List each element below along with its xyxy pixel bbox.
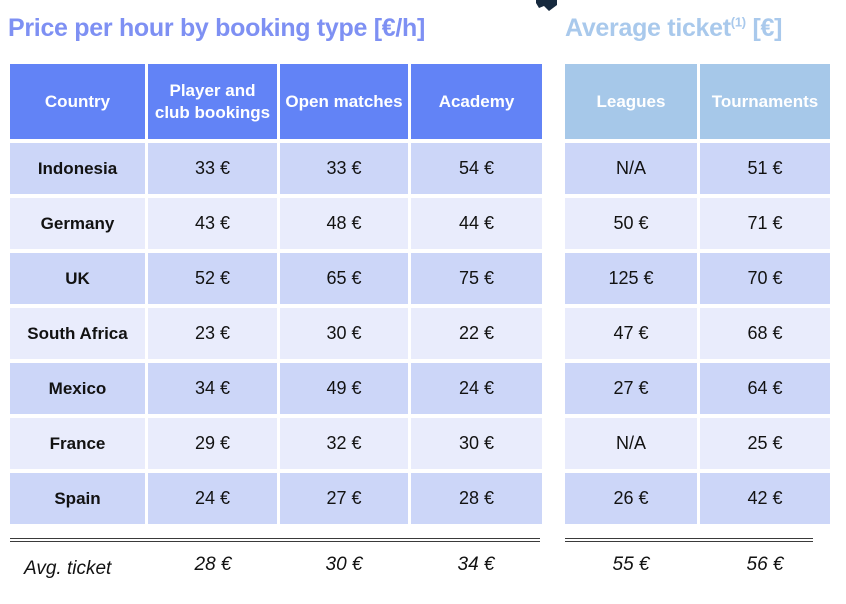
value-cell: 25 € [700,418,830,469]
row-label: France [10,418,145,469]
value-cell: 28 € [411,473,542,524]
row-label: South Africa [10,308,145,359]
value-cell: 52 € [148,253,277,304]
value-cell: 47 € [565,308,697,359]
value-cell: 24 € [148,473,277,524]
value-cell: 27 € [280,473,408,524]
avg-ticket-label: Avg. ticket [24,558,112,579]
right-title-footnote: (1) [730,14,746,30]
row-label: UK [10,253,145,304]
value-cell: 30 € [411,418,542,469]
value-cell: 30 € [280,308,408,359]
row-label: Mexico [10,363,145,414]
column-header-academy: Academy [411,64,542,139]
row-label: Germany [10,198,145,249]
value-cell: 42 € [700,473,830,524]
value-cell: 65 € [280,253,408,304]
mouse-cursor-icon [536,0,557,11]
value-cell: 68 € [700,308,830,359]
column-header-country: Country [10,64,145,139]
row-label: Indonesia [10,143,145,194]
right-title-unit: [€] [745,14,783,42]
value-cell: 32 € [280,418,408,469]
avg-ticket-value: 28 € [194,554,232,575]
value-cell: 34 € [148,363,277,414]
right-title-text: Average ticket [565,14,731,42]
column-header-open-matches: Open matches [280,64,408,139]
value-cell: 22 € [411,308,542,359]
value-cell: 54 € [411,143,542,194]
row-label: Spain [10,473,145,524]
value-cell: 24 € [411,363,542,414]
value-cell: N/A [565,143,697,194]
double-rule-right [565,538,813,542]
value-cell: 48 € [280,198,408,249]
value-cell: 51 € [700,143,830,194]
value-cell: 50 € [565,198,697,249]
column-header-leagues: Leagues [565,64,697,139]
value-cell: 64 € [700,363,830,414]
value-cell: N/A [565,418,697,469]
avg-ticket-value: 30 € [325,554,363,575]
value-cell: 29 € [148,418,277,469]
value-cell: 75 € [411,253,542,304]
avg-ticket-value: 56 € [746,554,784,575]
right-table-title: Average ticket(1) [€] [565,14,782,43]
value-cell: 33 € [148,143,277,194]
ticket-table: Leagues Tournaments N/A 51 € 50 € 71 € 1… [565,64,830,524]
price-table: Country Player and club bookings Open ma… [10,64,542,524]
value-cell: 44 € [411,198,542,249]
value-cell: 43 € [148,198,277,249]
avg-ticket-value: 34 € [457,554,495,575]
column-header-player-club-bookings: Player and club bookings [148,64,277,139]
avg-ticket-value: 55 € [612,554,650,575]
value-cell: 71 € [700,198,830,249]
value-cell: 33 € [280,143,408,194]
value-cell: 70 € [700,253,830,304]
value-cell: 49 € [280,363,408,414]
value-cell: 23 € [148,308,277,359]
column-header-tournaments: Tournaments [700,64,830,139]
value-cell: 26 € [565,473,697,524]
value-cell: 27 € [565,363,697,414]
double-rule-left [10,538,540,542]
value-cell: 125 € [565,253,697,304]
left-table-title: Price per hour by booking type [€/h] [8,14,426,42]
